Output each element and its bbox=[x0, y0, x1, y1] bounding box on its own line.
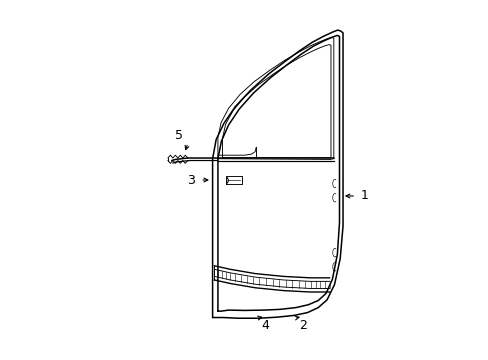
Text: 2: 2 bbox=[299, 319, 306, 332]
Text: 5: 5 bbox=[175, 129, 183, 142]
Text: 4: 4 bbox=[261, 319, 269, 332]
Text: 3: 3 bbox=[187, 174, 195, 186]
Text: 1: 1 bbox=[360, 189, 368, 202]
